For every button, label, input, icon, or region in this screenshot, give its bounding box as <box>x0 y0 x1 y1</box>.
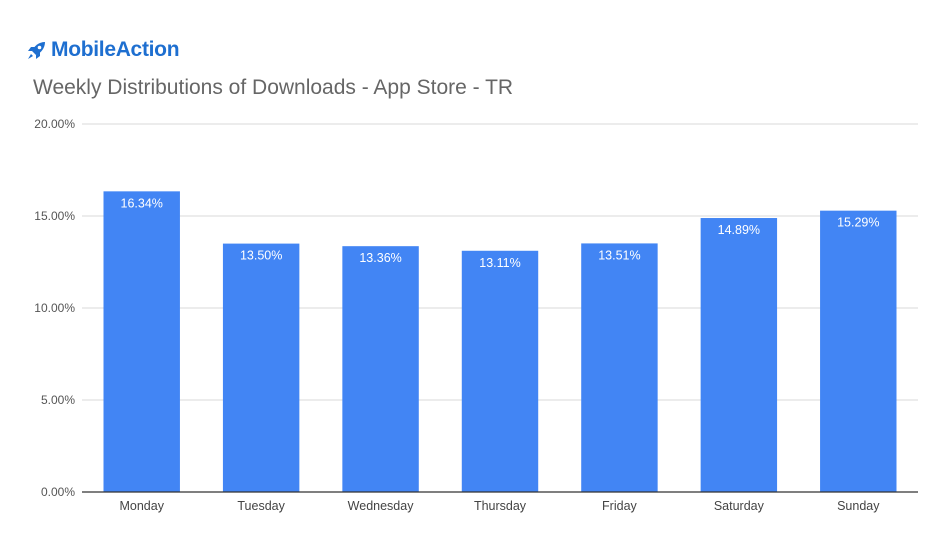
bar <box>700 218 778 493</box>
bar <box>222 243 300 492</box>
x-tick-label: Wednesday <box>348 499 415 513</box>
bar <box>820 210 897 492</box>
bar <box>581 243 658 492</box>
data-label: 15.29% <box>837 216 879 230</box>
y-tick-label: 15.00% <box>34 209 75 223</box>
data-label: 13.51% <box>598 248 640 262</box>
brand-logo: MobileAction <box>26 38 180 62</box>
data-label: 13.36% <box>359 251 401 265</box>
y-tick-label: 20.00% <box>34 117 75 131</box>
x-tick-label: Tuesday <box>237 499 285 513</box>
rocket-icon <box>28 42 45 59</box>
x-tick-label: Thursday <box>474 499 527 513</box>
y-tick-label: 10.00% <box>34 301 75 315</box>
bar <box>461 250 539 492</box>
brand-name: MobileAction <box>51 38 180 61</box>
x-tick-label: Friday <box>602 499 637 513</box>
chart-title: Weekly Distributions of Downloads - App … <box>33 76 514 99</box>
y-tick-label: 5.00% <box>41 393 75 407</box>
x-tick-label: Sunday <box>837 499 880 513</box>
bar <box>342 246 419 492</box>
data-label: 16.34% <box>121 196 163 210</box>
x-tick-label: Monday <box>119 499 164 513</box>
data-label: 14.89% <box>718 223 760 237</box>
bar <box>103 191 180 492</box>
y-tick-label: 0.00% <box>41 485 75 499</box>
data-label: 13.11% <box>479 256 520 270</box>
x-tick-label: Saturday <box>714 499 765 513</box>
data-label: 13.50% <box>240 249 282 263</box>
